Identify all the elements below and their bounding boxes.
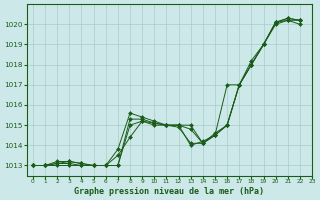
X-axis label: Graphe pression niveau de la mer (hPa): Graphe pression niveau de la mer (hPa) [75,187,264,196]
